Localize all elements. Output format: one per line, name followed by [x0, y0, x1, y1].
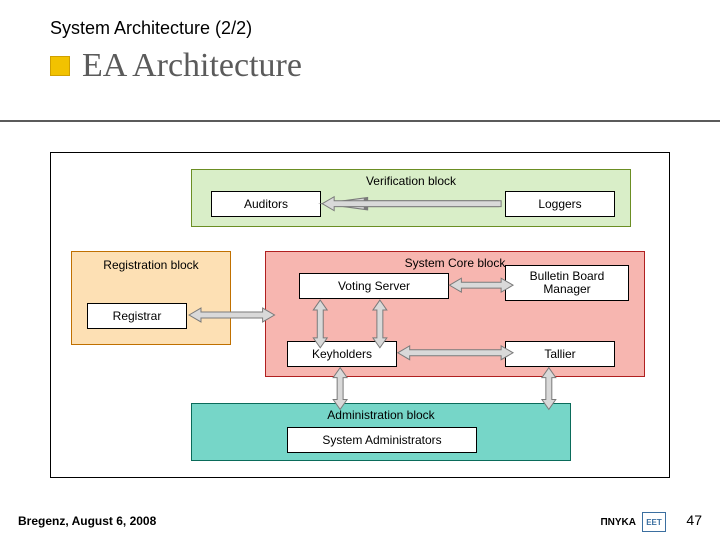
slide-header: System Architecture (2/2) EA Architectur…	[50, 18, 302, 85]
subtitle: System Architecture (2/2)	[50, 18, 302, 39]
loggers-text: Loggers	[538, 197, 581, 211]
bullet-square-icon	[50, 56, 70, 76]
verification-label: Verification block	[192, 174, 630, 188]
registrar-text: Registrar	[113, 309, 162, 323]
auditors-node: Auditors	[211, 191, 321, 217]
sysadmin-node: System Administrators	[287, 427, 477, 453]
logo-pnyka: ΠΝΥΚΑ	[600, 517, 636, 528]
sysadmin-text: System Administrators	[322, 433, 441, 447]
auditors-text: Auditors	[244, 197, 288, 211]
footer-logos: ΠΝΥΚΑ EET	[600, 512, 666, 532]
page-number: 47	[686, 512, 702, 528]
tallier-text: Tallier	[544, 347, 575, 361]
page-title: EA Architecture	[82, 47, 302, 85]
loggers-node: Loggers	[505, 191, 615, 217]
registration-block: Registration block	[71, 251, 231, 345]
keyholders-node: Keyholders	[287, 341, 397, 367]
admin-label: Administration block	[192, 408, 570, 422]
bbm-node: Bulletin Board Manager	[505, 265, 629, 301]
registrar-node: Registrar	[87, 303, 187, 329]
tallier-node: Tallier	[505, 341, 615, 367]
bbm-text: Bulletin Board Manager	[506, 270, 628, 296]
keyholders-text: Keyholders	[312, 347, 372, 361]
registration-label: Registration block	[72, 258, 230, 272]
logo-eet-icon: EET	[642, 512, 666, 532]
voting-server-node: Voting Server	[299, 273, 449, 299]
architecture-diagram: Verification block Auditors Loggers Regi…	[50, 152, 670, 478]
title-underline	[0, 120, 720, 122]
voting-server-text: Voting Server	[338, 279, 410, 293]
footer-date: Bregenz, August 6, 2008	[18, 514, 156, 528]
